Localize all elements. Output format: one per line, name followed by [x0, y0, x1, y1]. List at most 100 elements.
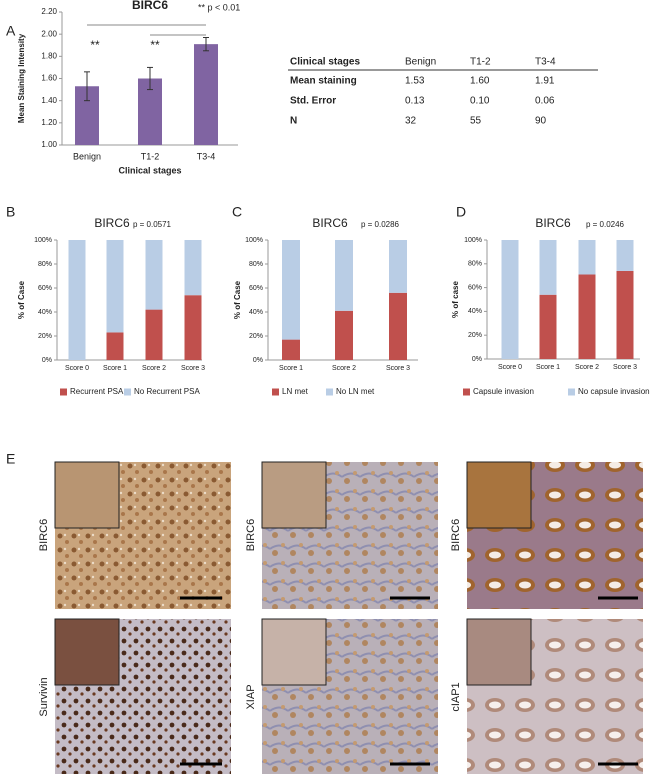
- y-tick-label: 20%: [38, 333, 52, 340]
- y-tick-label: 80%: [38, 261, 52, 268]
- panel-label: A: [6, 23, 16, 39]
- chart-title: BIRC6: [132, 0, 168, 12]
- table-cell: Std. Error: [290, 96, 336, 107]
- bar-segment: [539, 294, 557, 359]
- table-cell: 1.91: [535, 76, 555, 87]
- bar-segment: [145, 240, 163, 310]
- x-tick-label: Score 1: [536, 364, 560, 371]
- x-tick-label: Score 1: [103, 365, 127, 372]
- inset: [261, 618, 327, 686]
- table-cell: Mean staining: [290, 76, 357, 87]
- panel-label: D: [456, 204, 466, 220]
- bar-segment: [389, 240, 407, 293]
- table-header: T1-2: [470, 57, 491, 68]
- table-cell: 32: [405, 116, 417, 127]
- y-tick-label: 20%: [249, 333, 263, 340]
- table-cell: 1.60: [470, 76, 490, 87]
- bar-segment: [282, 339, 300, 360]
- panel-label: B: [6, 204, 15, 220]
- y-tick-label: 0%: [42, 357, 52, 364]
- legend-swatch: [272, 388, 279, 396]
- table-header: Clinical stages: [290, 57, 360, 68]
- chart-title: BIRC6: [94, 216, 130, 230]
- inset: [261, 461, 327, 529]
- legend-label: Capsule invasion: [473, 387, 534, 396]
- bar-segment: [616, 270, 634, 359]
- inset: [54, 618, 120, 686]
- y-axis-label: Mean Staining Intensity: [17, 33, 26, 123]
- y-tick-label: 100%: [245, 237, 263, 244]
- y-tick-label: 1.20: [41, 118, 57, 127]
- micrograph-grid: [54, 461, 643, 774]
- annotation: ** p < 0.01: [198, 2, 240, 12]
- annotation: p = 0.0246: [586, 220, 625, 229]
- table-cell: 0.13: [405, 96, 425, 107]
- legend-label: No Recurrent PSA: [134, 387, 200, 396]
- bar-segment: [184, 295, 202, 360]
- x-tick-label: Score 2: [575, 364, 599, 371]
- micrograph-label: cIAP1: [450, 682, 462, 711]
- y-tick-label: 0%: [253, 357, 263, 364]
- y-tick-label: 20%: [468, 332, 482, 339]
- legend-swatch: [124, 388, 131, 396]
- annotation: **: [150, 38, 160, 52]
- y-tick-label: 100%: [464, 237, 482, 244]
- y-tick-label: 0%: [472, 356, 482, 363]
- panel-label: C: [232, 204, 242, 220]
- annotation: p = 0.0571: [133, 220, 172, 229]
- y-tick-label: 40%: [38, 309, 52, 316]
- bar-segment: [578, 274, 596, 359]
- x-axis-label: Clinical stages: [118, 165, 181, 175]
- y-tick-label: 80%: [249, 261, 263, 268]
- bar-segment: [184, 240, 202, 296]
- micrograph-label: BIRC6: [450, 519, 462, 551]
- y-tick-label: 2.00: [41, 29, 57, 38]
- table-cell: 1.53: [405, 76, 425, 87]
- x-tick-label: T1-2: [141, 151, 160, 161]
- bar-segment: [501, 240, 519, 359]
- y-tick-label: 40%: [468, 308, 482, 315]
- y-tick-label: 1.60: [41, 74, 57, 83]
- x-tick-label: Score 3: [386, 365, 410, 372]
- bar-segment: [389, 292, 407, 360]
- y-tick-label: 2.20: [41, 7, 57, 16]
- x-tick-label: Score 3: [181, 365, 205, 372]
- legend-label: Recurrent PSA: [70, 387, 124, 396]
- bar-segment: [68, 240, 86, 360]
- bar-segment: [335, 310, 353, 360]
- bar-segment: [616, 240, 634, 271]
- bar-segment: [539, 240, 557, 295]
- legend-swatch: [60, 388, 67, 396]
- chart-title: BIRC6: [312, 216, 348, 230]
- y-tick-label: 80%: [468, 261, 482, 268]
- legend-label: No LN met: [336, 387, 375, 396]
- x-tick-label: Score 2: [332, 365, 356, 372]
- x-tick-label: T3-4: [197, 151, 216, 161]
- bar-segment: [145, 309, 163, 360]
- table-header: Benign: [405, 57, 436, 68]
- annotation: **: [90, 38, 100, 52]
- y-axis-label: % of case: [451, 280, 460, 317]
- y-tick-label: 60%: [468, 284, 482, 291]
- bar: [194, 44, 218, 146]
- panel-label: E: [6, 451, 15, 467]
- x-tick-label: Score 0: [498, 364, 522, 371]
- micrograph-label: BIRC6: [38, 519, 50, 551]
- legend-label: No capsule invasion: [578, 387, 650, 396]
- annotation: p = 0.0286: [361, 220, 400, 229]
- y-tick-label: 40%: [249, 309, 263, 316]
- inset: [54, 461, 120, 529]
- table-cell: 90: [535, 116, 547, 127]
- x-tick-label: Score 2: [142, 365, 166, 372]
- table-cell: N: [290, 116, 297, 127]
- y-tick-label: 1.00: [41, 140, 57, 149]
- x-tick-label: Score 0: [65, 365, 89, 372]
- bar-segment: [106, 332, 124, 360]
- y-tick-label: 60%: [249, 285, 263, 292]
- y-axis-label: % of Case: [233, 280, 242, 319]
- bar-segment: [282, 240, 300, 340]
- bar-segment: [335, 240, 353, 311]
- chart-title: BIRC6: [535, 216, 571, 230]
